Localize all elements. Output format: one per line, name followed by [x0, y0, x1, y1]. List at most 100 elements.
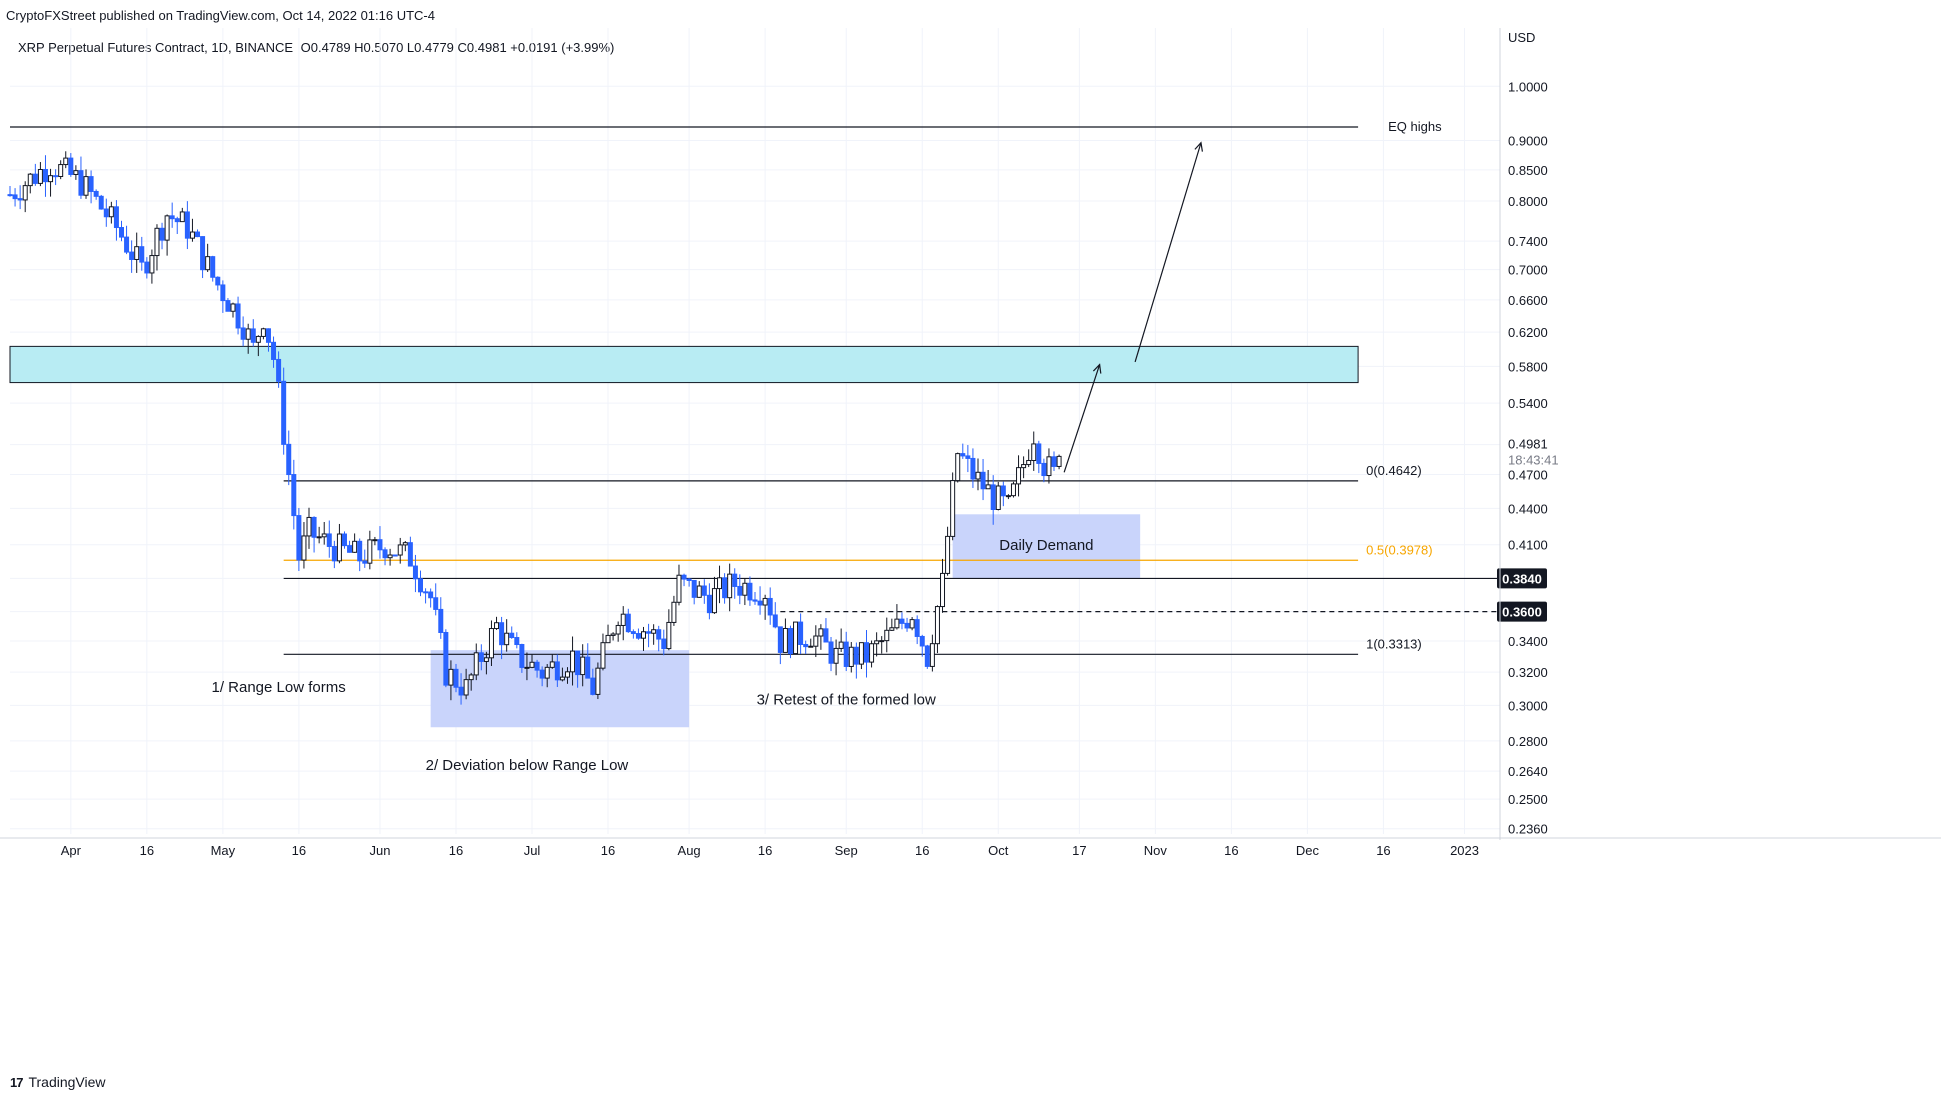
candle-body — [108, 206, 114, 218]
candle-body — [894, 618, 900, 629]
candle-body — [529, 661, 535, 668]
candle-body — [803, 643, 809, 648]
x-tick-label: 16 — [292, 843, 306, 858]
candle-body — [377, 539, 383, 551]
candle-body — [737, 585, 743, 596]
candle-body — [326, 533, 332, 547]
candle-body — [423, 591, 429, 594]
candle-body — [940, 572, 946, 608]
candle-body — [534, 661, 540, 671]
candle-body — [93, 190, 99, 197]
candle-body — [955, 453, 961, 482]
candle-body — [929, 643, 935, 667]
candle-body — [17, 198, 23, 201]
price-badge-label: 0.3600 — [1502, 605, 1542, 620]
candle-body — [564, 671, 570, 678]
price-badge — [1497, 601, 1547, 622]
candle-body — [600, 642, 606, 669]
candle-body — [610, 633, 616, 636]
projection-arrow-head — [1092, 363, 1102, 374]
y-tick-label: 0.3000 — [1508, 698, 1548, 713]
candle-body — [559, 676, 565, 681]
ohlc-values: O0.4789 H0.5070 L0.4779 C0.4981 +0.0191 … — [300, 40, 615, 55]
daily-demand — [952, 514, 1141, 579]
candle-body — [499, 622, 505, 646]
candle-body — [494, 622, 500, 630]
x-tick-label: 16 — [140, 843, 154, 858]
candle-body — [539, 669, 545, 679]
y-tick-label: 0.9000 — [1508, 133, 1548, 148]
candle-body — [990, 484, 996, 510]
candle-body — [149, 255, 155, 274]
candle-body — [397, 544, 403, 556]
candle-body — [772, 614, 778, 628]
candle-body — [255, 335, 261, 343]
candle-body — [22, 185, 28, 201]
candle-body — [78, 170, 84, 196]
candle-body — [98, 195, 104, 210]
candle-body — [1000, 485, 1006, 497]
supply-zone — [9, 345, 1359, 384]
candle-body — [230, 303, 236, 312]
candle-body — [159, 227, 165, 241]
candle-body — [1046, 456, 1052, 477]
candle-body — [483, 657, 489, 662]
y-tick-label: 0.7400 — [1508, 234, 1548, 249]
x-tick-label: Aug — [678, 843, 701, 858]
candle-body — [681, 574, 687, 580]
candle-body — [782, 627, 788, 653]
candle-body — [331, 545, 337, 562]
candle-body — [367, 539, 373, 564]
candle-body — [68, 157, 74, 175]
candle-body — [625, 613, 631, 633]
candle-body — [240, 327, 246, 340]
candle-body — [980, 471, 986, 490]
candle-body — [595, 667, 601, 695]
candle-body — [676, 574, 682, 603]
candle-body — [838, 641, 844, 649]
candle-body — [321, 533, 327, 538]
candle-body — [200, 236, 206, 271]
candle-body — [1036, 443, 1042, 464]
candle-body — [336, 533, 342, 562]
candle-body — [570, 650, 576, 673]
candle-body — [48, 175, 54, 183]
candle-body — [27, 173, 33, 187]
candle-body — [291, 474, 297, 517]
candle-body — [793, 621, 799, 655]
candle-body — [696, 585, 702, 598]
candle-body — [362, 560, 368, 564]
published-by-text: CryptoFXStreet published on TradingView.… — [6, 8, 435, 23]
x-tick-label: Jul — [524, 843, 541, 858]
candle-body — [179, 211, 185, 223]
candle-body — [524, 666, 530, 669]
tradingview-brand[interactable]: 17 TradingView — [10, 1074, 106, 1090]
x-tick-label: 16 — [915, 843, 929, 858]
y-tick-label: 0.6200 — [1508, 325, 1548, 340]
y-tick-label: 0.3400 — [1508, 634, 1548, 649]
x-tick-label: 16 — [1224, 843, 1238, 858]
candle-body — [752, 599, 758, 602]
candle-body — [53, 175, 59, 178]
candle-body — [235, 303, 241, 329]
candle-body — [874, 640, 880, 645]
candle-body — [372, 539, 378, 542]
candle-body — [960, 453, 966, 457]
candle-body — [671, 601, 677, 623]
candle-body — [357, 540, 363, 562]
candle-body — [554, 661, 560, 681]
candle-body — [661, 638, 667, 650]
candle-body — [813, 635, 819, 647]
candle-body — [402, 542, 408, 546]
candle-body — [1026, 459, 1032, 466]
candle-body — [478, 652, 484, 662]
candle-body — [914, 619, 920, 637]
annotation-text: 2/ Deviation below Range Low — [426, 757, 629, 774]
price-badge-label: 0.3840 — [1502, 571, 1542, 586]
axes: USD 0.2360 0.2500 0.2640 0.2800 0.3000 0.3200 0… — [0, 28, 1941, 858]
annotation-text: 3/ Retest of the formed low — [757, 692, 936, 709]
deviation-zone — [430, 650, 690, 728]
y-tick-label: 0.3200 — [1508, 665, 1548, 680]
candle-body — [798, 621, 804, 645]
